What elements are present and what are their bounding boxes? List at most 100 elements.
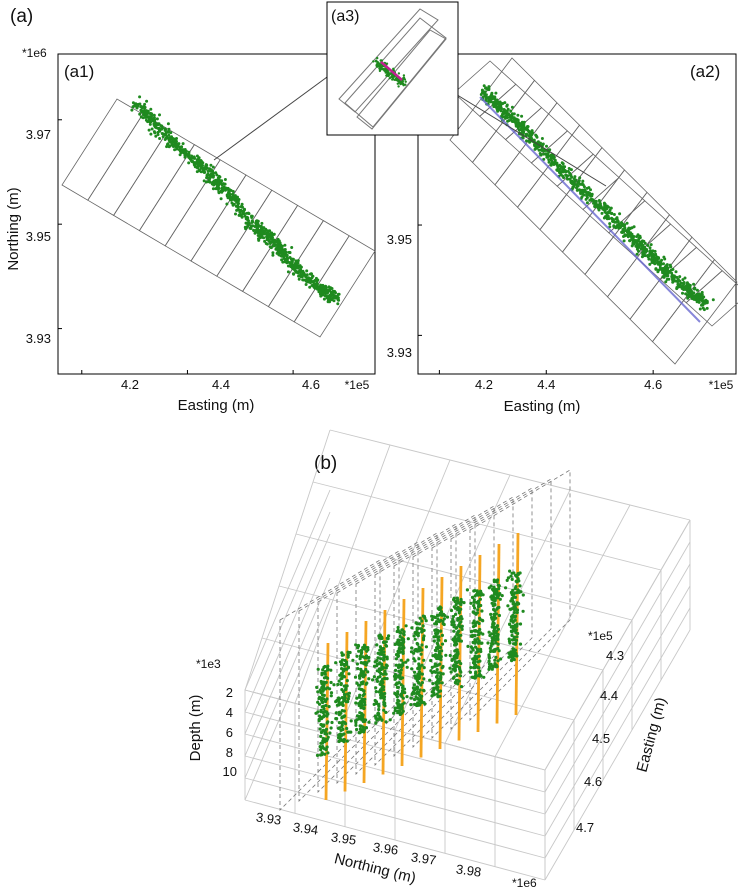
b-event-point xyxy=(409,703,413,707)
b-event-point xyxy=(429,658,433,663)
a1-event-point xyxy=(276,251,280,255)
b-event-point xyxy=(452,620,456,624)
b-event-point xyxy=(361,725,365,729)
b-event-point xyxy=(372,675,376,679)
a2-event-point xyxy=(635,235,639,239)
b-event-point xyxy=(361,680,365,684)
b-event-point xyxy=(469,665,473,670)
b-event-point xyxy=(459,633,463,637)
a3-event-point xyxy=(372,60,375,63)
b-well xyxy=(343,631,349,792)
b-event-point xyxy=(356,667,360,671)
b-event-point xyxy=(488,633,492,638)
b-event-point xyxy=(337,703,341,707)
a2-ytick-2: 3.93 xyxy=(387,345,412,360)
b-event-point xyxy=(398,650,402,654)
a1-event-point xyxy=(139,108,143,112)
b-event-point xyxy=(396,698,400,702)
b-event-point xyxy=(448,653,452,658)
b-event-point xyxy=(460,627,464,632)
b-event-point xyxy=(458,607,462,611)
a2-event-point xyxy=(641,251,645,255)
b-event-point xyxy=(472,598,476,602)
b-event-point xyxy=(509,574,513,578)
b-event-point xyxy=(442,617,446,621)
a2-event-point xyxy=(676,282,680,286)
b-event-point xyxy=(415,627,419,631)
b-event-point xyxy=(322,723,326,727)
a1-event-point xyxy=(166,122,170,126)
a1-xtick-1: 4.2 xyxy=(121,377,139,392)
b-event-point xyxy=(359,729,364,734)
b-event-point xyxy=(420,619,424,623)
b-event-point xyxy=(378,636,382,640)
b-event-point xyxy=(459,639,463,643)
b-event-point xyxy=(316,690,320,694)
a1-event-point xyxy=(225,202,229,206)
b-grid-line xyxy=(244,511,331,713)
a2-event-point xyxy=(700,293,704,296)
b-event-point xyxy=(337,710,341,714)
a3-event-point xyxy=(379,59,382,62)
a1-event-point xyxy=(168,139,172,143)
a2-event-point xyxy=(665,274,669,278)
b-event-point xyxy=(471,621,475,625)
a2-event-point xyxy=(615,216,619,220)
a1-event-point xyxy=(299,270,303,274)
a1-event-point xyxy=(278,246,282,250)
b-event-point xyxy=(319,734,323,739)
b-event-point xyxy=(358,714,362,719)
a2-event-point xyxy=(644,248,648,252)
a1-event-point xyxy=(195,154,199,158)
a2-ytick-1: 3.95 xyxy=(387,232,412,247)
b-event-point xyxy=(380,636,384,641)
a3-event-point xyxy=(375,59,378,62)
a1-event-point xyxy=(243,212,246,216)
b-event-point xyxy=(317,719,321,723)
a2-event-point xyxy=(661,267,665,271)
a2-event-point xyxy=(628,239,632,243)
b-event-point xyxy=(510,659,514,663)
a1-event-point xyxy=(326,288,330,292)
b-event-point xyxy=(437,613,441,617)
a2-event-point xyxy=(566,177,569,181)
b-event-point xyxy=(346,692,350,696)
a1-grid-box xyxy=(216,189,299,292)
b-event-point xyxy=(424,619,428,623)
a1-event-point xyxy=(294,263,298,267)
a2-event-point xyxy=(524,133,528,136)
a2-event-point xyxy=(615,224,619,227)
b-event-point xyxy=(417,662,421,666)
b-event-point xyxy=(511,613,515,617)
b-event-point xyxy=(397,709,402,713)
a1-event-point xyxy=(216,181,220,185)
b-event-point xyxy=(420,630,424,634)
a1-event-point xyxy=(186,153,189,156)
a2-xtick-1: 4.2 xyxy=(475,377,493,392)
b-event-point xyxy=(400,638,404,642)
b-event-point xyxy=(361,646,365,650)
b-event-point xyxy=(374,716,378,720)
b-event-point xyxy=(472,629,476,633)
b-event-point xyxy=(505,578,509,583)
b-grid-line xyxy=(544,585,691,837)
b-event-point xyxy=(459,662,463,666)
a2-event-point xyxy=(501,110,505,114)
b-event-point xyxy=(319,710,323,714)
b-event-point xyxy=(456,637,460,641)
a1-event-point xyxy=(246,211,250,215)
a1-event-point xyxy=(286,270,290,274)
b-event-point xyxy=(476,633,480,637)
b-event-point xyxy=(362,689,366,693)
b-event-point xyxy=(496,594,500,599)
a1-event-point xyxy=(211,187,215,191)
a2-event-point xyxy=(558,168,562,172)
a2-event-point xyxy=(603,202,607,206)
a2-event-point xyxy=(692,295,696,299)
a2-event-point xyxy=(505,103,509,107)
b-3d-gridlines xyxy=(244,429,691,881)
b-event-point xyxy=(355,681,359,685)
a2-event-point xyxy=(697,292,701,296)
a1-event-point xyxy=(319,291,323,295)
b-event-point xyxy=(449,670,453,674)
